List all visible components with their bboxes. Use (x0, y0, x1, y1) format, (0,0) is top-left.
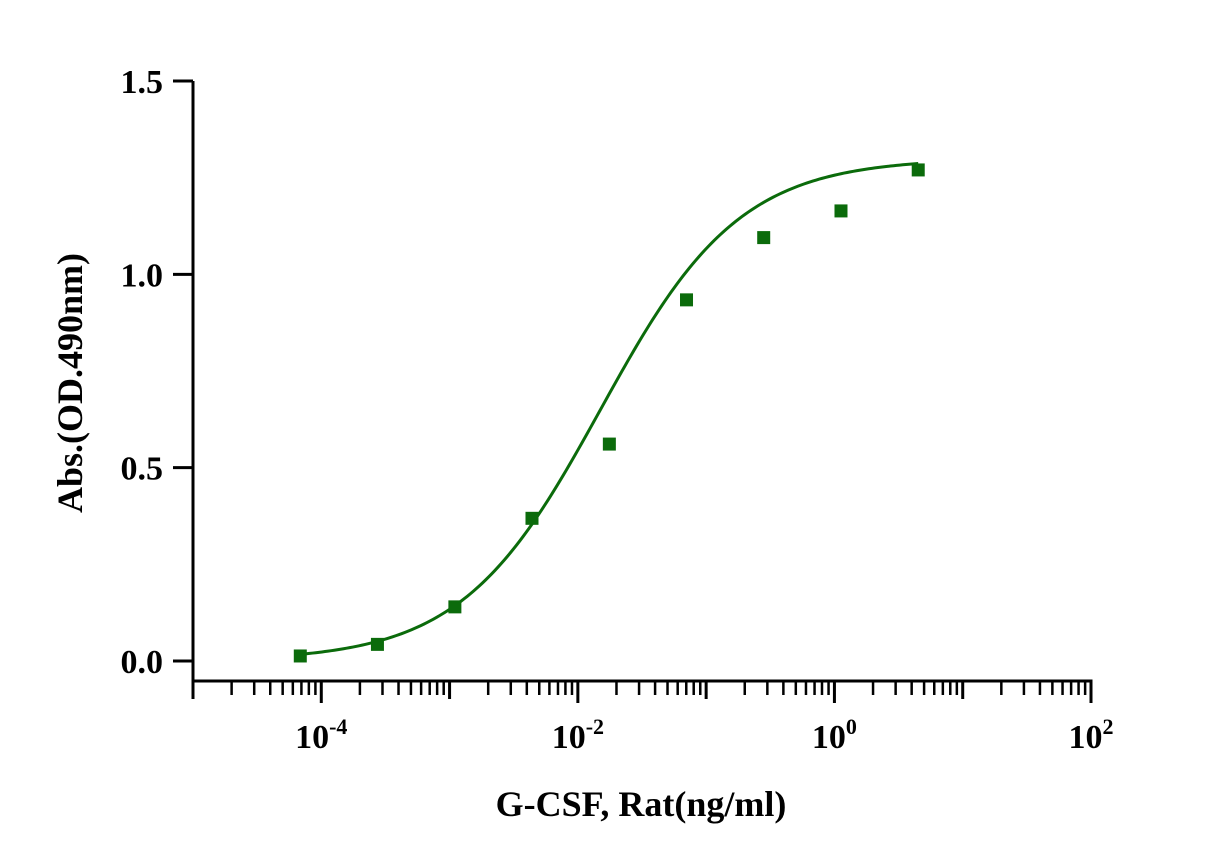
x-tick-label: 10-2 (552, 714, 604, 756)
data-point (602, 437, 616, 451)
y-tick-label: 0.5 (121, 451, 164, 488)
fit-curve (300, 162, 919, 656)
data-point (370, 637, 384, 651)
y-tick-label: 1.0 (121, 257, 164, 294)
data-point (525, 511, 539, 525)
x-tick-label: 10-4 (295, 714, 347, 756)
y-axis-title: Abs.(OD.490nm) (50, 253, 90, 513)
data-point (757, 231, 771, 245)
axes-layer (173, 79, 1093, 703)
data-point (911, 163, 925, 177)
data-point (293, 649, 307, 663)
x-tick-label: 102 (1069, 714, 1114, 756)
data-point (448, 600, 462, 614)
fit-curve-layer (300, 162, 919, 656)
x-axis-title: G-CSF, Rat(ng/ml) (496, 784, 787, 824)
tick-labels-layer: 0.0 0.5 1.0 1.5 10-4 10-2 100 102 (121, 64, 1114, 756)
data-point (834, 204, 848, 218)
x-tick-label: 100 (812, 714, 857, 756)
data-point (680, 293, 694, 307)
y-tick-label: 0.0 (121, 644, 164, 681)
data-points-layer (293, 163, 925, 663)
y-tick-label: 1.5 (121, 64, 164, 101)
